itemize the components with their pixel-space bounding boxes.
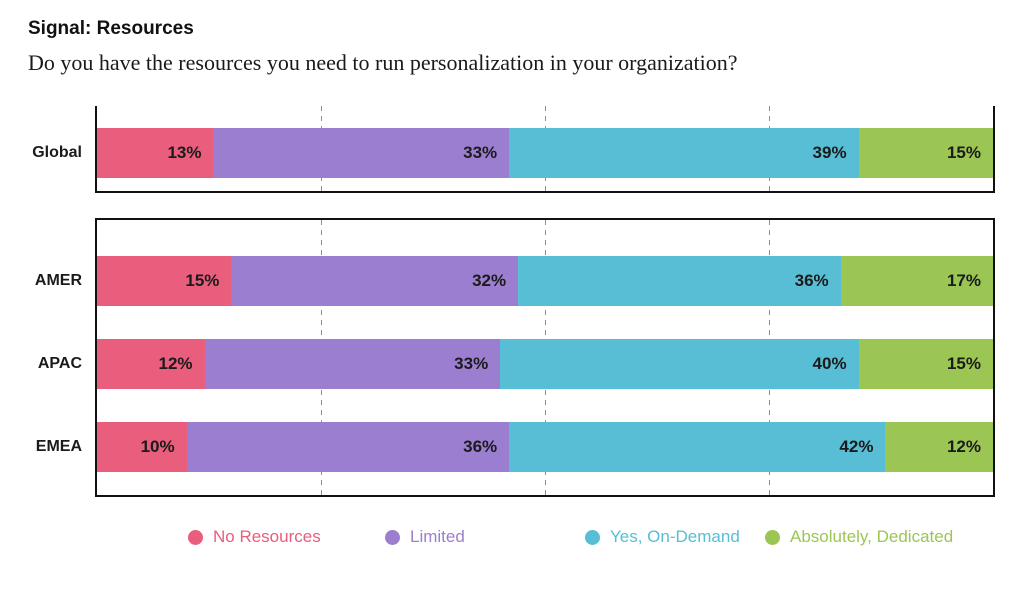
plot-area-regions: 15% 32% 36% 17% 12% 33% 40% 15% 10% 36% 42% 12% bbox=[95, 218, 995, 497]
segment-value-label: 15% bbox=[185, 271, 220, 290]
segment-value-label: 42% bbox=[839, 437, 874, 456]
segment-value-label: 15% bbox=[946, 354, 981, 373]
segment-emea-absolutely-dedicated: 12% bbox=[885, 422, 993, 472]
bar-row-global: 13% 33% 39% 15% bbox=[97, 128, 993, 178]
segment-value-label: 33% bbox=[454, 354, 489, 373]
legend-dot-limited bbox=[385, 529, 400, 545]
segment-global-no-resources: 13% bbox=[97, 128, 214, 178]
chart-section-global: Global 13% 33% 39% 15% bbox=[28, 106, 995, 193]
stacked-bar-chart: Global 13% 33% 39% 15% AMER APAC EMEA 15% 32% 3… bbox=[28, 106, 995, 547]
segment-value-label: 40% bbox=[812, 354, 847, 373]
category-labels-regions: AMER APAC EMEA bbox=[28, 218, 95, 497]
bar-row-apac: 12% 33% 40% 15% bbox=[97, 339, 993, 389]
legend-item-yes-on-demand: Yes, On-Demand bbox=[585, 527, 765, 547]
legend-item-limited: Limited bbox=[385, 527, 585, 547]
segment-value-label: 13% bbox=[167, 143, 202, 162]
category-label-emea: EMEA bbox=[35, 438, 82, 455]
segment-value-label: 10% bbox=[140, 437, 175, 456]
segment-amer-yes-on-demand: 36% bbox=[518, 256, 841, 306]
segment-emea-no-resources: 10% bbox=[97, 422, 187, 472]
legend-dot-no-resources bbox=[188, 529, 203, 545]
segment-amer-no-resources: 15% bbox=[97, 256, 232, 306]
legend-label: No Resources bbox=[213, 527, 321, 546]
chart-legend: No Resources Limited Yes, On-Demand Absolut… bbox=[188, 527, 995, 547]
category-label-global: Global bbox=[32, 144, 82, 161]
segment-amer-limited: 32% bbox=[231, 256, 519, 306]
category-label-apac: APAC bbox=[37, 355, 82, 372]
segment-apac-no-resources: 12% bbox=[97, 339, 205, 389]
segment-apac-yes-on-demand: 40% bbox=[500, 339, 859, 389]
segment-amer-absolutely-dedicated: 17% bbox=[840, 256, 993, 306]
legend-label: Absolutely, Dedicated bbox=[790, 527, 954, 546]
segment-value-label: 36% bbox=[794, 271, 829, 290]
page-title: Signal: Resources bbox=[28, 18, 194, 39]
question-text: Do you have the resources you need to ru… bbox=[28, 50, 738, 75]
segment-value-label: 15% bbox=[946, 143, 981, 162]
legend-label: Yes, On-Demand bbox=[610, 527, 740, 546]
plot-area-global: 13% 33% 39% 15% bbox=[95, 106, 995, 193]
legend-label: Limited bbox=[410, 527, 465, 546]
category-label-amer: AMER bbox=[34, 272, 82, 289]
segment-value-label: 17% bbox=[946, 271, 981, 290]
segment-emea-yes-on-demand: 42% bbox=[509, 422, 886, 472]
segment-value-label: 36% bbox=[463, 437, 498, 456]
legend-item-absolutely-dedicated: Absolutely, Dedicated bbox=[765, 527, 953, 547]
segment-value-label: 32% bbox=[472, 271, 507, 290]
segment-global-absolutely-dedicated: 15% bbox=[858, 128, 993, 178]
chart-section-regions: AMER APAC EMEA 15% 32% 36% 17% 12% 33% 40% 15% 10%… bbox=[28, 218, 995, 497]
bar-row-amer: 15% 32% 36% 17% bbox=[97, 256, 993, 306]
segment-emea-limited: 36% bbox=[186, 422, 510, 472]
segment-value-label: 12% bbox=[158, 354, 193, 373]
segment-global-limited: 33% bbox=[213, 128, 510, 178]
segment-value-label: 39% bbox=[812, 143, 847, 162]
bar-row-emea: 10% 36% 42% 12% bbox=[97, 422, 993, 472]
segment-value-label: 33% bbox=[463, 143, 498, 162]
segment-value-label: 12% bbox=[946, 437, 981, 456]
segment-apac-limited: 33% bbox=[204, 339, 501, 389]
legend-item-no-resources: No Resources bbox=[188, 527, 385, 547]
segment-global-yes-on-demand: 39% bbox=[509, 128, 859, 178]
segment-apac-absolutely-dedicated: 15% bbox=[858, 339, 993, 389]
category-labels-global: Global bbox=[28, 106, 95, 193]
legend-dot-yes-on-demand bbox=[585, 529, 600, 545]
legend-dot-absolutely-dedicated bbox=[765, 529, 780, 545]
